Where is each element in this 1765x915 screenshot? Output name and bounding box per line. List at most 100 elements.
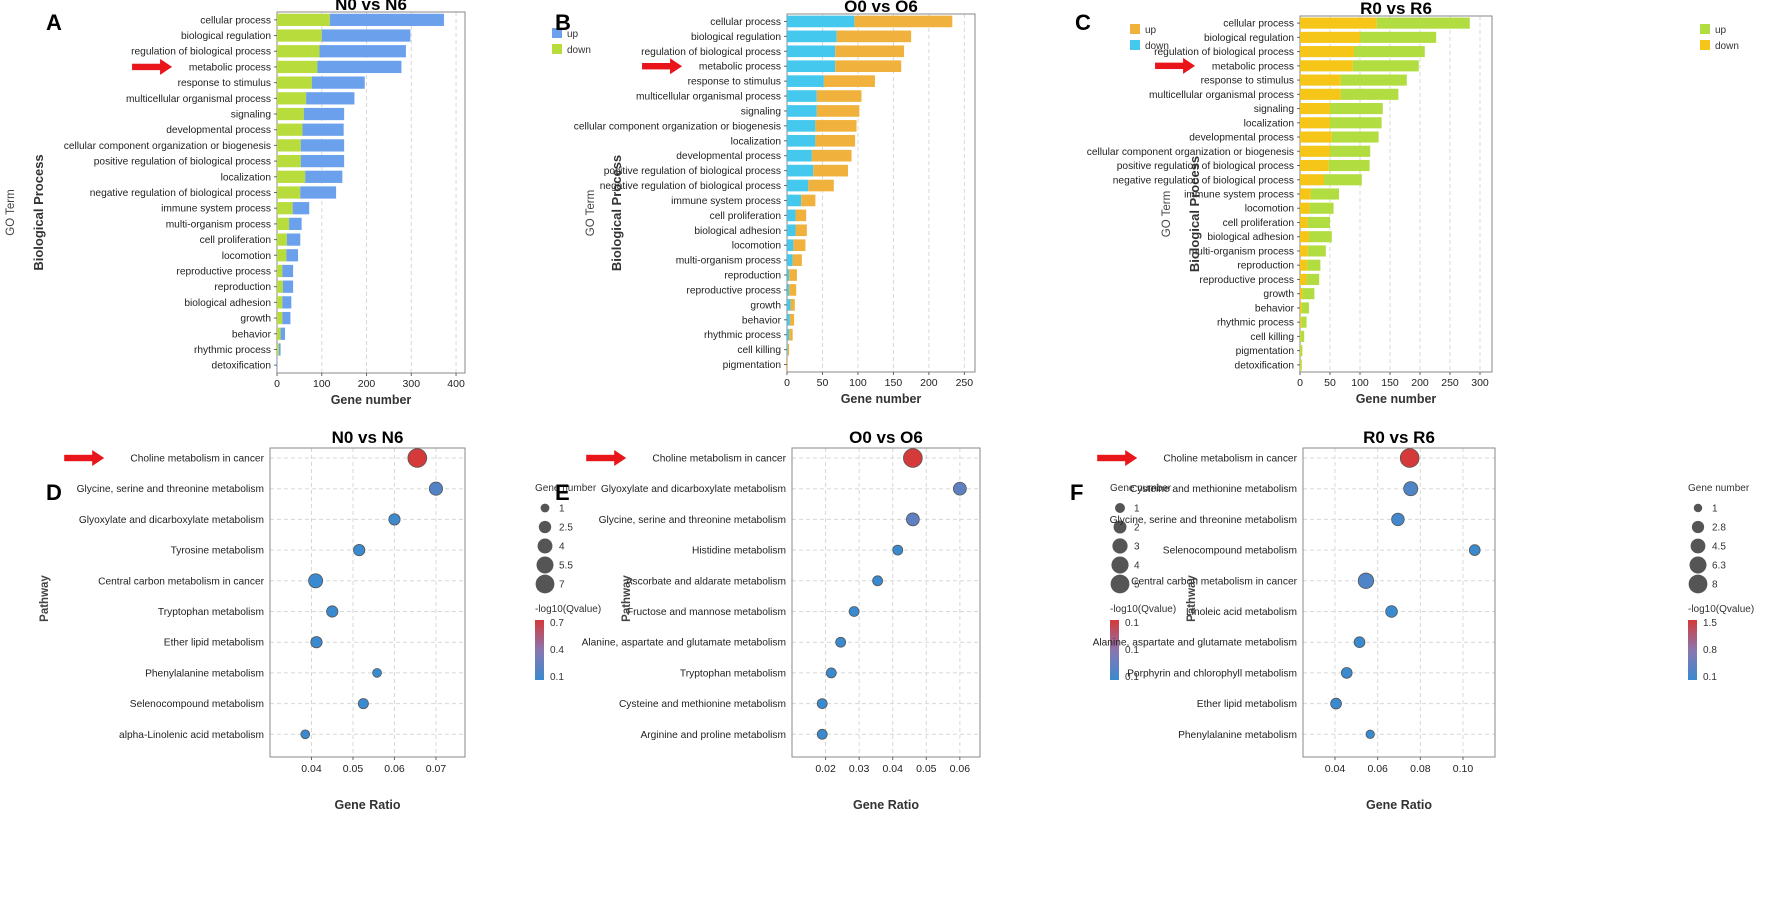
bar-down [1300,131,1332,143]
bar-down [277,186,301,199]
size-legend-title: Gene number [1688,483,1750,494]
category-label: growth [240,314,271,325]
panel-letter: B [555,10,571,35]
category-label: positive regulation of biological proces… [604,166,781,177]
category-label: negative regulation of biological proces… [600,181,781,192]
legend-item-down: down [1130,40,1169,52]
bar-down [277,343,279,356]
dot-panel-d: D N0 vs N6 Choline metabolism in cancer Gly… [39,428,601,812]
color-legend-title: -log10(Qvalue) [535,604,601,615]
pathway-label: Fructose and mannose metabolism [627,607,786,618]
pathway-dot [1353,636,1366,648]
size-legend-label: 6.3 [1712,561,1726,572]
highlight-arrow [1155,57,1196,74]
pathway-label: Porphyrin and chlorophyll metabolism [1127,668,1297,679]
chart-title: O0 vs O6 [844,0,918,16]
category-label: metabolic process [189,62,271,73]
bar-up [1360,31,1437,43]
pathway-dot [905,512,920,527]
category-label: cellular component organization or bioge… [64,141,271,152]
bar-panel-b: B O0 vs O6 cellular process biological regu… [555,0,1169,406]
highlight-arrow-shaft [64,454,94,462]
plot-frame [1302,447,1496,758]
category-label: biological regulation [181,31,271,42]
bar-up [815,120,857,132]
bar-down [277,60,318,74]
bar-down [1300,159,1329,172]
category-label: signaling [741,106,782,117]
bar-down [1300,330,1301,342]
x-tick-label: 0.10 [1453,763,1474,775]
color-legend-title: -log10(Qvalue) [1688,604,1754,615]
category-label: cellular process [200,15,271,26]
highlight-arrow-shaft [586,454,616,462]
y-axis-outer-label: GO Term [5,189,17,235]
bar-down [787,149,812,162]
category-label: growth [750,300,781,311]
category-label: cellular process [1223,19,1294,30]
y-axis-label: Biological Process [1187,156,1202,272]
bar-down [277,217,290,231]
bar-down [1300,316,1302,328]
size-legend-label: 8 [1712,580,1718,591]
bar-down [277,170,306,183]
x-tick-label: 100 [1351,377,1369,389]
bar-up [303,107,345,121]
bar-up [300,139,345,152]
color-legend-title: -log10(Qvalue) [1110,604,1176,615]
bar-down [1300,259,1308,271]
bar-up [854,15,953,28]
pathway-dot [326,605,339,618]
x-tick-label: 0 [1297,377,1303,389]
bar-down [1300,188,1311,200]
bar-up [1306,273,1320,285]
bar-down [277,139,301,152]
color-legend-label: 0.7 [550,618,564,629]
pathway-dot [848,606,860,617]
pathway-dot [903,448,923,468]
category-label: reproductive process [1199,275,1294,286]
category-label: rhythmic process [1217,318,1294,329]
color-legend-label: 0.1 [1125,645,1139,656]
pathway-label: Choline metabolism in cancer [652,454,786,465]
size-legend-label: 7 [559,580,565,591]
pathway-dot [1403,481,1419,497]
highlight-arrow-shaft [1155,62,1185,70]
bar-up [815,134,856,147]
bar-up [789,328,793,341]
plot-frame [786,13,976,373]
x-tick-label: 0.05 [343,763,364,775]
bar-up [816,90,862,102]
highlight-arrow [64,450,105,466]
bar-up [1330,103,1383,115]
bar-up [793,239,806,252]
highlight-arrow-head [1183,57,1196,74]
bar-up [816,105,860,117]
pathway-label: Central carbon metabolism in cancer [98,576,265,587]
bar-up [1300,330,1305,342]
size-legend-dot [1115,503,1125,513]
bar-down [1300,216,1308,229]
size-legend-dot [540,503,550,513]
chart-title: N0 vs N6 [332,428,404,447]
size-legend-label: 2 [1134,523,1140,534]
bar-up [1328,159,1370,172]
bar-down [1300,88,1341,100]
bar-up [1340,74,1407,86]
category-label: immune system process [161,204,271,215]
pathway-dot [816,698,828,709]
color-legend-label: 0.4 [550,645,564,656]
bar-up [306,92,355,105]
pathway-label: Arginine and proline metabolism [640,730,786,741]
color-legend-label: 0.1 [550,672,564,683]
category-label: biological regulation [1204,33,1294,44]
pathway-label: Ascorbate and aldarate metabolism [626,576,786,587]
legend-item-down: down [1700,40,1739,52]
pathway-label: Choline metabolism in cancer [130,454,264,465]
x-tick-label: 0.06 [1367,763,1388,775]
bar-up [792,254,802,266]
bar-down [787,239,794,252]
bar-up [317,60,402,74]
pathway-dot [357,698,369,710]
x-tick-label: 0 [784,377,790,389]
